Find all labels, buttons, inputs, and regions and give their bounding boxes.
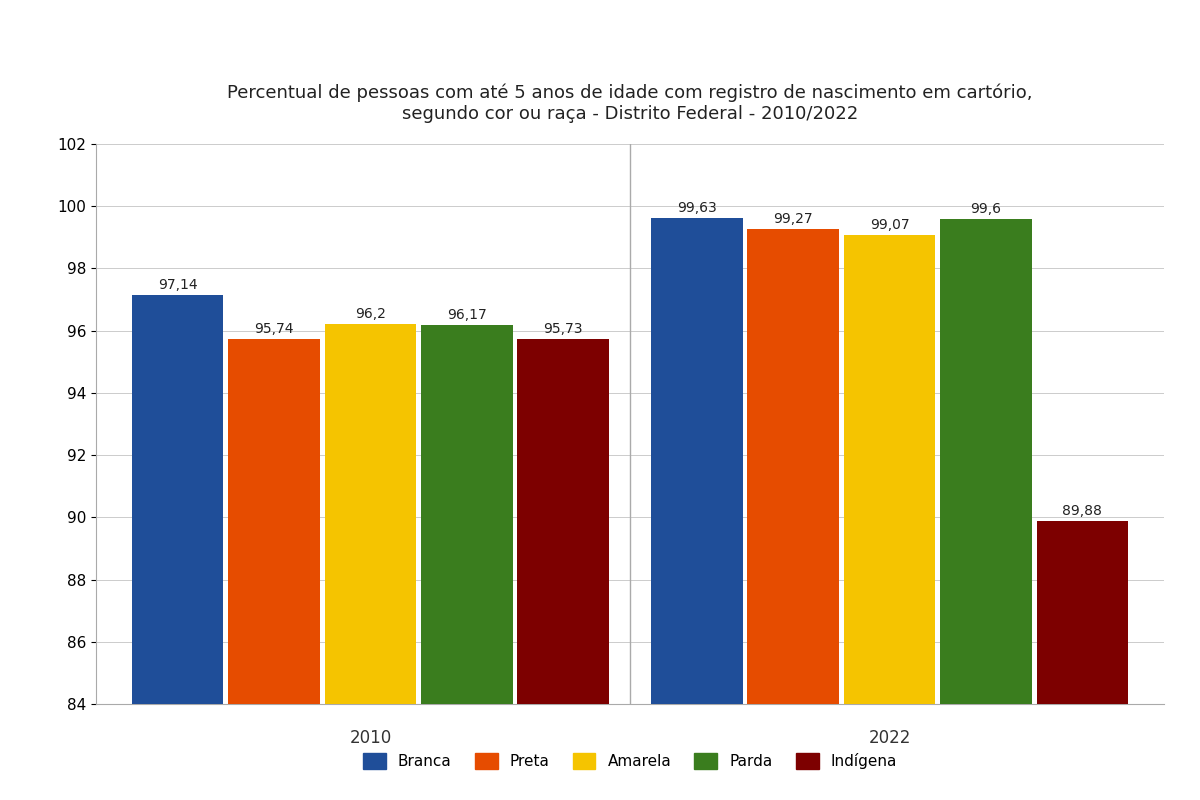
Bar xyxy=(132,295,223,704)
Bar xyxy=(1037,521,1128,704)
Title: Percentual de pessoas com até 5 anos de idade com registro de nascimento em cart: Percentual de pessoas com até 5 anos de … xyxy=(227,84,1033,123)
Text: 99,07: 99,07 xyxy=(870,218,910,232)
Text: 99,63: 99,63 xyxy=(677,201,716,214)
Bar xyxy=(421,326,512,704)
Bar xyxy=(941,218,1032,704)
Text: 96,17: 96,17 xyxy=(446,308,487,322)
Legend: Branca, Preta, Amarela, Parda, Indígena: Branca, Preta, Amarela, Parda, Indígena xyxy=(355,746,905,777)
Bar xyxy=(228,338,319,704)
Bar xyxy=(748,229,839,704)
Text: 99,27: 99,27 xyxy=(773,212,812,226)
Text: 96,2: 96,2 xyxy=(355,307,386,322)
Text: 95,74: 95,74 xyxy=(254,322,294,336)
Text: 97,14: 97,14 xyxy=(157,278,197,292)
Bar xyxy=(844,235,935,704)
Text: 2010: 2010 xyxy=(349,729,391,747)
Bar xyxy=(650,218,743,704)
Text: 99,6: 99,6 xyxy=(971,202,1002,215)
Text: 95,73: 95,73 xyxy=(544,322,583,336)
Bar xyxy=(517,339,610,704)
Bar xyxy=(325,325,416,704)
Text: 2022: 2022 xyxy=(869,729,911,747)
Text: 89,88: 89,88 xyxy=(1062,504,1103,518)
